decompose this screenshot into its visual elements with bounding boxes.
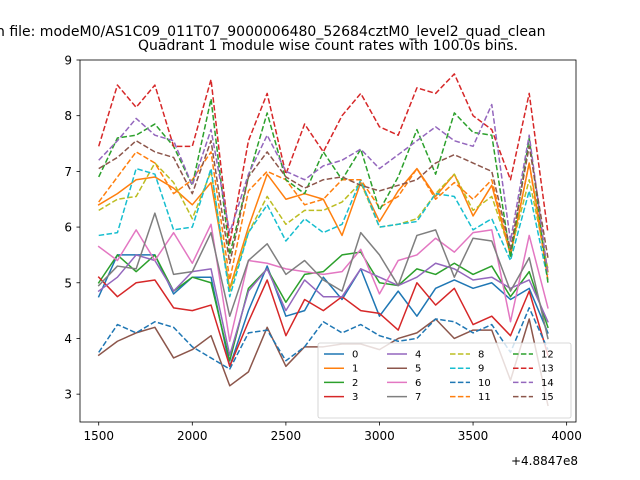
series-line-4 xyxy=(97,254,549,356)
legend-label-5: 5 xyxy=(415,364,421,375)
series-line-10 xyxy=(98,307,549,370)
legend-label-15: 15 xyxy=(541,392,554,403)
legend-entry-10: 10 xyxy=(450,378,491,389)
legend-label-8: 8 xyxy=(478,350,484,361)
legend-label-6: 6 xyxy=(415,378,421,389)
y-tick-label-9: 9 xyxy=(64,54,72,68)
x-tick-label-2000: 2000 xyxy=(177,429,208,443)
legend-label-2: 2 xyxy=(352,378,358,389)
legend-entry-13: 13 xyxy=(513,364,554,375)
legend-entry-0: 0 xyxy=(324,350,358,361)
series-line-9 xyxy=(98,167,549,298)
legend-label-13: 13 xyxy=(541,364,554,375)
legend-label-14: 14 xyxy=(541,378,554,389)
series-line-11 xyxy=(98,151,549,281)
series-line-8 xyxy=(98,162,549,292)
legend-label-0: 0 xyxy=(352,350,358,361)
y-tick-label-5: 5 xyxy=(64,276,72,290)
y-tick-label-7: 7 xyxy=(64,165,72,179)
legend-entry-9: 9 xyxy=(450,364,484,375)
legend-entry-8: 8 xyxy=(450,350,484,361)
legend-label-11: 11 xyxy=(478,392,491,403)
legend-entry-14: 14 xyxy=(513,378,554,389)
legend-label-3: 3 xyxy=(352,392,358,403)
legend-entry-1: 1 xyxy=(324,364,358,375)
series-line-6 xyxy=(97,223,549,342)
legend-label-4: 4 xyxy=(415,350,421,361)
series-line-0 xyxy=(97,254,549,368)
series-line-1 xyxy=(97,162,549,290)
series-line-3 xyxy=(97,276,549,368)
x-tick-label-3000: 3000 xyxy=(364,429,395,443)
legend-label-1: 1 xyxy=(352,364,358,375)
legend-label-7: 7 xyxy=(415,392,421,403)
legend-entry-11: 11 xyxy=(450,392,491,403)
legend-label-10: 10 xyxy=(478,378,491,389)
legend-box xyxy=(317,342,572,419)
legend-entry-7: 7 xyxy=(387,392,421,403)
legend-entry-12: 12 xyxy=(513,350,554,361)
legend-entry-4: 4 xyxy=(387,350,421,361)
x-tick-label-1500: 1500 xyxy=(83,429,114,443)
y-tick-label-8: 8 xyxy=(64,109,72,123)
series-line-14 xyxy=(98,103,549,275)
legend-entry-3: 3 xyxy=(324,392,358,403)
legend-entry-5: 5 xyxy=(387,364,421,375)
x-offset-label: +4.8847e8 xyxy=(511,454,578,468)
y-tick-label-4: 4 xyxy=(64,332,72,346)
y-tick-label-3: 3 xyxy=(64,388,72,402)
legend-label-9: 9 xyxy=(478,364,484,375)
legend-label-12: 12 xyxy=(541,350,554,361)
series-line-7 xyxy=(97,212,549,340)
x-tick-label-4000: 4000 xyxy=(551,429,582,443)
plot-frame xyxy=(79,59,577,423)
axes-layer: 1500 2000 2500 3000 3500 4000 3 4 5 6 7 8 9 xyxy=(64,54,582,444)
x-tick-label-2500: 2500 xyxy=(271,429,302,443)
legend-entry-6: 6 xyxy=(387,378,421,389)
x-tick-label-3500: 3500 xyxy=(458,429,489,443)
legend-entry-2: 2 xyxy=(324,378,358,389)
figure-suptitle: n file: modeM0/AS1C09_011T07_9000006480_… xyxy=(0,24,545,40)
legend-entry-15: 15 xyxy=(513,392,554,403)
series-line-15 xyxy=(98,140,549,265)
series-line-13 xyxy=(98,73,549,245)
y-tick-label-6: 6 xyxy=(64,221,72,235)
chart-title: Quadrant 1 module wise count rates with … xyxy=(138,38,518,54)
